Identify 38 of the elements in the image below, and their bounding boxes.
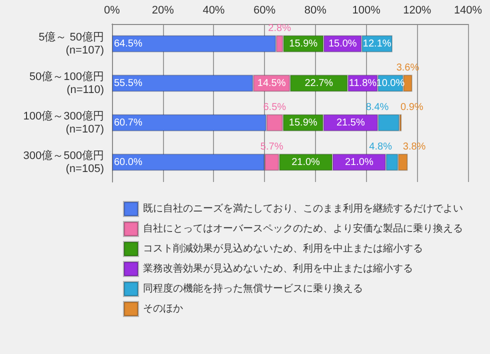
data-label: 15.0% [328,38,357,50]
y-tick-label: 100億～300億円 (n=107) [23,109,104,136]
data-label: 15.9% [288,117,318,128]
x-tick-label: 120% [403,4,432,16]
data-label: 60.0% [114,156,142,168]
data-label: 60.7% [114,117,142,128]
data-label: 0.9% [400,102,424,113]
x-tick-label: 80% [304,4,327,16]
data-label: 15.9% [289,38,318,50]
data-label: 8.4% [366,102,389,113]
legend-label: コスト削減効果が見込めないため、利用を中止または縮小する [143,242,423,254]
legend-label: 同程度の機能を持った無償サービスに乗り換える [143,282,363,294]
data-label: 4.8% [369,141,392,152]
data-label: 21.0% [344,156,374,168]
x-tick-label: 0% [104,4,120,16]
data-label: 2.8% [268,22,292,34]
data-label: 21.5% [336,117,365,128]
legend-label: 自社にとってはオーバースペックのため、より安価な製品に乗り換える [143,222,463,234]
x-tick-label: 60% [254,4,276,16]
legend-label: 既に自社のニーズを満たしており、このまま利用を継続するだけでよい [143,202,463,214]
data-label: 14.5% [257,78,286,89]
data-label: 3.8% [402,141,426,152]
legend-label: そのほか [143,304,183,314]
y-tick-label: 300億～500億円 (n=105) [23,148,104,175]
x-tick-label: 20% [152,4,174,16]
x-tick-label: 140% [454,4,482,16]
legend-label: 業務改善効果が見込めないため、利用を中止または縮小する [143,262,413,274]
x-tick-label: 40% [202,4,225,16]
data-label: 21.0% [292,156,320,168]
y-tick-label: 50億～100億円 (n=110) [29,70,104,96]
y-tick-label: 5億～ 50億円 (n=107) [38,30,104,56]
data-label: 3.6% [396,62,420,74]
data-label: 12.1% [362,38,392,50]
data-label: 11.8% [348,78,377,89]
data-label: 22.7% [304,78,334,89]
data-label: 64.5% [114,38,142,50]
x-tick-label: 100% [352,4,381,16]
data-label: 55.5% [114,78,142,89]
